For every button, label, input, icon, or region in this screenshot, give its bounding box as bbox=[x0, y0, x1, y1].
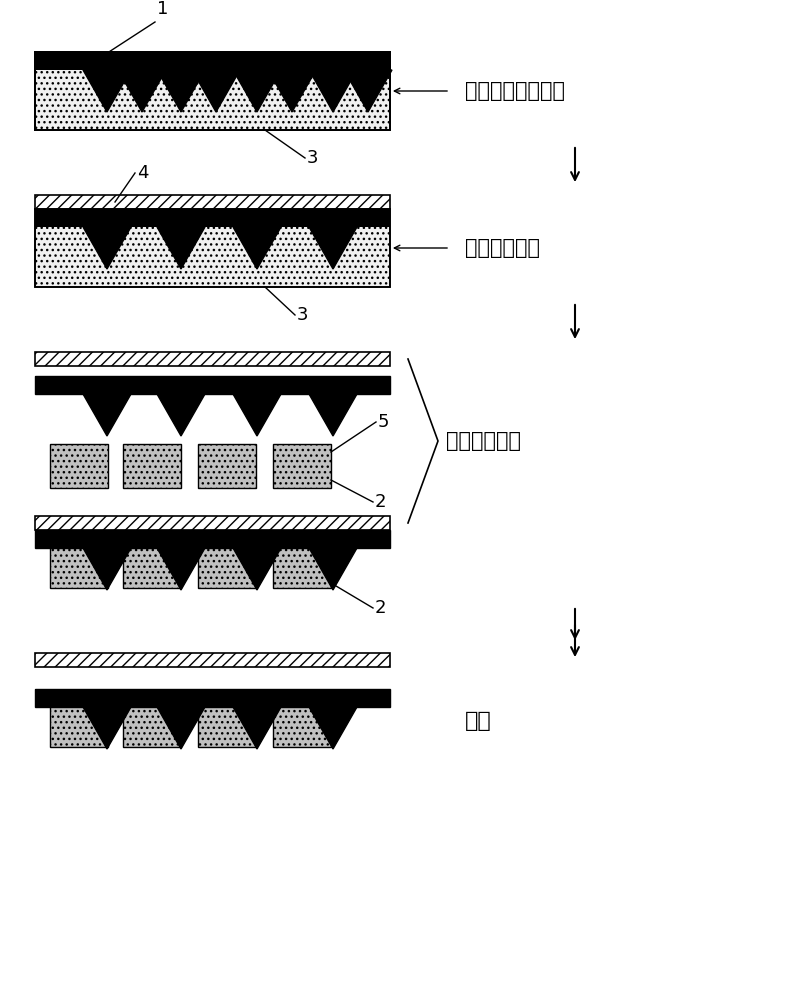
Polygon shape bbox=[309, 707, 357, 749]
Bar bbox=[198, 544, 256, 588]
Bar bbox=[198, 703, 256, 747]
Text: 1: 1 bbox=[157, 0, 168, 18]
Bar bbox=[35, 376, 390, 394]
Bar bbox=[35, 209, 390, 287]
Text: 5: 5 bbox=[378, 413, 389, 431]
Bar bbox=[35, 653, 390, 667]
Text: 3: 3 bbox=[297, 306, 309, 324]
Bar bbox=[35, 52, 390, 70]
Bar bbox=[50, 444, 108, 488]
Bar bbox=[123, 444, 181, 488]
Polygon shape bbox=[233, 70, 281, 112]
Bar bbox=[123, 703, 181, 747]
Bar bbox=[35, 209, 390, 287]
Text: 2: 2 bbox=[375, 493, 387, 511]
Polygon shape bbox=[83, 70, 131, 112]
Bar bbox=[50, 544, 108, 588]
Bar bbox=[35, 52, 390, 130]
Polygon shape bbox=[157, 548, 205, 590]
Bar bbox=[35, 689, 390, 707]
Polygon shape bbox=[233, 707, 281, 749]
Polygon shape bbox=[268, 70, 316, 112]
Bar bbox=[273, 544, 331, 588]
Polygon shape bbox=[83, 548, 131, 590]
Bar bbox=[35, 530, 390, 548]
Bar bbox=[35, 352, 390, 366]
Bar bbox=[35, 52, 390, 130]
Bar bbox=[35, 376, 390, 394]
Bar bbox=[35, 52, 390, 130]
Polygon shape bbox=[309, 394, 357, 436]
Bar bbox=[50, 703, 108, 747]
Bar bbox=[35, 195, 390, 209]
Polygon shape bbox=[192, 70, 240, 112]
Polygon shape bbox=[233, 394, 281, 436]
Text: 4: 4 bbox=[137, 164, 148, 182]
Polygon shape bbox=[344, 70, 392, 112]
Text: 脱胶: 脱胶 bbox=[465, 711, 492, 731]
Polygon shape bbox=[83, 227, 131, 269]
Bar bbox=[35, 689, 390, 707]
Text: 转移基板压贴: 转移基板压贴 bbox=[465, 238, 540, 258]
Polygon shape bbox=[157, 70, 205, 112]
Polygon shape bbox=[157, 394, 205, 436]
Bar bbox=[273, 703, 331, 747]
Text: 微针阵列薄膜浇铸: 微针阵列薄膜浇铸 bbox=[465, 81, 565, 101]
Text: 2: 2 bbox=[375, 599, 387, 617]
Bar bbox=[35, 516, 390, 530]
Bar bbox=[35, 52, 390, 70]
Text: 3: 3 bbox=[307, 149, 318, 167]
Bar bbox=[35, 209, 390, 227]
Polygon shape bbox=[309, 227, 357, 269]
Bar bbox=[123, 544, 181, 588]
Bar bbox=[35, 52, 390, 130]
Polygon shape bbox=[309, 70, 357, 112]
Polygon shape bbox=[309, 548, 357, 590]
Bar bbox=[198, 444, 256, 488]
Polygon shape bbox=[118, 70, 166, 112]
Bar bbox=[35, 530, 390, 548]
Polygon shape bbox=[157, 707, 205, 749]
Text: 转移基板转移: 转移基板转移 bbox=[446, 431, 521, 451]
Polygon shape bbox=[157, 227, 205, 269]
Polygon shape bbox=[233, 548, 281, 590]
Polygon shape bbox=[83, 394, 131, 436]
Bar bbox=[273, 444, 331, 488]
Polygon shape bbox=[83, 707, 131, 749]
Polygon shape bbox=[233, 227, 281, 269]
